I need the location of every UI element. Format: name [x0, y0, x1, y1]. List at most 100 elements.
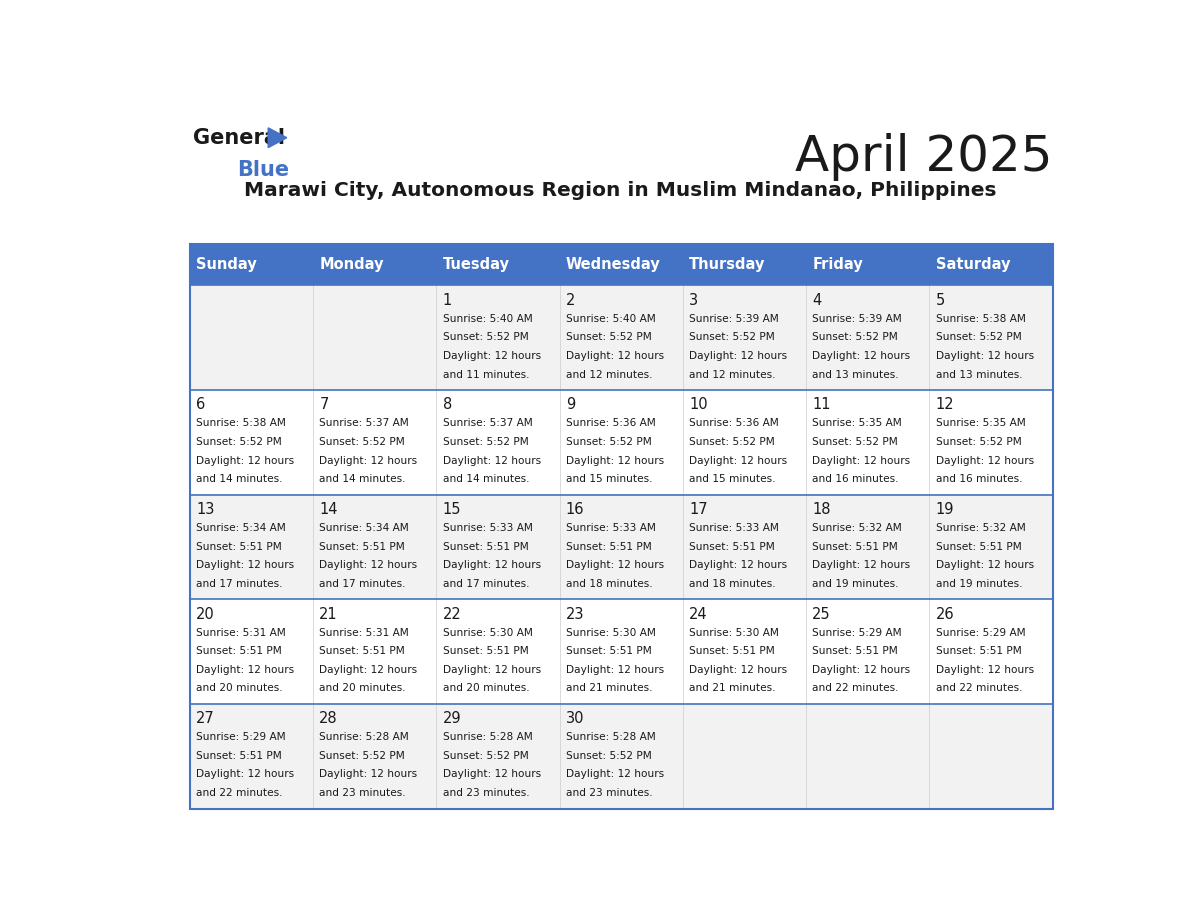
Text: 13: 13 — [196, 502, 215, 517]
Text: and 22 minutes.: and 22 minutes. — [196, 788, 283, 798]
Text: 15: 15 — [443, 502, 461, 517]
Text: Sunrise: 5:34 AM: Sunrise: 5:34 AM — [196, 523, 286, 533]
Text: Sunrise: 5:35 AM: Sunrise: 5:35 AM — [935, 419, 1025, 429]
Bar — [190, 244, 1053, 809]
Bar — [190, 285, 1053, 390]
Text: 9: 9 — [565, 397, 575, 412]
Text: Daylight: 12 hours: Daylight: 12 hours — [443, 769, 541, 779]
Text: Sunset: 5:52 PM: Sunset: 5:52 PM — [689, 332, 775, 342]
Text: Sunrise: 5:37 AM: Sunrise: 5:37 AM — [320, 419, 409, 429]
Text: Sunset: 5:51 PM: Sunset: 5:51 PM — [813, 542, 898, 552]
Text: Sunrise: 5:29 AM: Sunrise: 5:29 AM — [196, 733, 286, 742]
Text: and 11 minutes.: and 11 minutes. — [443, 370, 529, 379]
Text: Daylight: 12 hours: Daylight: 12 hours — [689, 665, 788, 675]
Text: Daylight: 12 hours: Daylight: 12 hours — [935, 455, 1034, 465]
Text: Sunrise: 5:40 AM: Sunrise: 5:40 AM — [565, 314, 656, 324]
Text: and 18 minutes.: and 18 minutes. — [565, 579, 652, 588]
Text: and 12 minutes.: and 12 minutes. — [565, 370, 652, 379]
Text: 24: 24 — [689, 607, 708, 621]
Text: Marawi City, Autonomous Region in Muslim Mindanao, Philippines: Marawi City, Autonomous Region in Muslim… — [244, 181, 997, 200]
Text: Sunset: 5:52 PM: Sunset: 5:52 PM — [443, 332, 529, 342]
Text: 1: 1 — [443, 293, 451, 308]
Text: Friday: Friday — [813, 257, 862, 273]
Text: Sunrise: 5:38 AM: Sunrise: 5:38 AM — [935, 314, 1025, 324]
Bar — [190, 244, 1053, 285]
Text: and 20 minutes.: and 20 minutes. — [320, 683, 406, 693]
Text: Daylight: 12 hours: Daylight: 12 hours — [813, 560, 910, 570]
Text: and 15 minutes.: and 15 minutes. — [689, 475, 776, 484]
Text: Sunset: 5:51 PM: Sunset: 5:51 PM — [935, 542, 1022, 552]
Text: 11: 11 — [813, 397, 830, 412]
Text: and 23 minutes.: and 23 minutes. — [565, 788, 652, 798]
Text: Monday: Monday — [320, 257, 384, 273]
Text: Sunset: 5:51 PM: Sunset: 5:51 PM — [196, 542, 282, 552]
Text: Sunset: 5:52 PM: Sunset: 5:52 PM — [443, 437, 529, 447]
Text: and 18 minutes.: and 18 minutes. — [689, 579, 776, 588]
Text: Sunrise: 5:33 AM: Sunrise: 5:33 AM — [443, 523, 532, 533]
Text: 16: 16 — [565, 502, 584, 517]
Text: Sunrise: 5:34 AM: Sunrise: 5:34 AM — [320, 523, 409, 533]
Text: and 13 minutes.: and 13 minutes. — [935, 370, 1022, 379]
Text: 4: 4 — [813, 293, 822, 308]
Text: Sunrise: 5:37 AM: Sunrise: 5:37 AM — [443, 419, 532, 429]
Text: 3: 3 — [689, 293, 699, 308]
Text: Sunrise: 5:39 AM: Sunrise: 5:39 AM — [813, 314, 902, 324]
Text: 19: 19 — [935, 502, 954, 517]
Text: Daylight: 12 hours: Daylight: 12 hours — [689, 560, 788, 570]
Text: and 16 minutes.: and 16 minutes. — [813, 475, 899, 484]
Text: Sunrise: 5:31 AM: Sunrise: 5:31 AM — [196, 628, 286, 638]
Text: Sunrise: 5:28 AM: Sunrise: 5:28 AM — [565, 733, 656, 742]
Text: 27: 27 — [196, 711, 215, 726]
Text: Daylight: 12 hours: Daylight: 12 hours — [320, 665, 417, 675]
Text: Daylight: 12 hours: Daylight: 12 hours — [565, 769, 664, 779]
Text: Sunrise: 5:30 AM: Sunrise: 5:30 AM — [565, 628, 656, 638]
Text: April 2025: April 2025 — [795, 133, 1053, 181]
Text: Daylight: 12 hours: Daylight: 12 hours — [565, 665, 664, 675]
Text: Daylight: 12 hours: Daylight: 12 hours — [565, 560, 664, 570]
Text: and 20 minutes.: and 20 minutes. — [196, 683, 283, 693]
Text: Sunset: 5:51 PM: Sunset: 5:51 PM — [689, 542, 775, 552]
Text: Sunrise: 5:36 AM: Sunrise: 5:36 AM — [565, 419, 656, 429]
Text: 14: 14 — [320, 502, 337, 517]
Text: 12: 12 — [935, 397, 954, 412]
Text: Daylight: 12 hours: Daylight: 12 hours — [443, 665, 541, 675]
Text: and 23 minutes.: and 23 minutes. — [443, 788, 529, 798]
Text: and 14 minutes.: and 14 minutes. — [443, 475, 529, 484]
Text: Sunrise: 5:28 AM: Sunrise: 5:28 AM — [320, 733, 409, 742]
Text: Daylight: 12 hours: Daylight: 12 hours — [320, 560, 417, 570]
Text: Sunrise: 5:29 AM: Sunrise: 5:29 AM — [813, 628, 902, 638]
Text: and 20 minutes.: and 20 minutes. — [443, 683, 529, 693]
Text: Sunrise: 5:32 AM: Sunrise: 5:32 AM — [935, 523, 1025, 533]
Text: 30: 30 — [565, 711, 584, 726]
Text: Daylight: 12 hours: Daylight: 12 hours — [196, 560, 295, 570]
Text: 6: 6 — [196, 397, 206, 412]
Text: Sunrise: 5:28 AM: Sunrise: 5:28 AM — [443, 733, 532, 742]
Text: Blue: Blue — [236, 160, 289, 180]
Bar — [190, 704, 1053, 809]
Text: Sunset: 5:51 PM: Sunset: 5:51 PM — [935, 646, 1022, 656]
Text: 29: 29 — [443, 711, 461, 726]
Text: Sunset: 5:52 PM: Sunset: 5:52 PM — [565, 751, 651, 761]
Text: 23: 23 — [565, 607, 584, 621]
Text: Sunset: 5:52 PM: Sunset: 5:52 PM — [565, 332, 651, 342]
Text: and 21 minutes.: and 21 minutes. — [689, 683, 776, 693]
Text: Sunrise: 5:33 AM: Sunrise: 5:33 AM — [565, 523, 656, 533]
Text: Sunrise: 5:40 AM: Sunrise: 5:40 AM — [443, 314, 532, 324]
Text: Daylight: 12 hours: Daylight: 12 hours — [935, 351, 1034, 361]
Text: Sunset: 5:52 PM: Sunset: 5:52 PM — [196, 437, 282, 447]
Text: Sunset: 5:51 PM: Sunset: 5:51 PM — [813, 646, 898, 656]
Polygon shape — [268, 128, 286, 148]
Text: Sunrise: 5:38 AM: Sunrise: 5:38 AM — [196, 419, 286, 429]
Text: 10: 10 — [689, 397, 708, 412]
Text: Sunset: 5:51 PM: Sunset: 5:51 PM — [443, 542, 529, 552]
Text: Daylight: 12 hours: Daylight: 12 hours — [443, 455, 541, 465]
Text: Sunrise: 5:31 AM: Sunrise: 5:31 AM — [320, 628, 409, 638]
Text: 21: 21 — [320, 607, 337, 621]
Text: Sunrise: 5:35 AM: Sunrise: 5:35 AM — [813, 419, 902, 429]
Text: Daylight: 12 hours: Daylight: 12 hours — [935, 665, 1034, 675]
Bar — [190, 599, 1053, 704]
Text: 2: 2 — [565, 293, 575, 308]
Text: Sunset: 5:51 PM: Sunset: 5:51 PM — [565, 542, 651, 552]
Text: Sunset: 5:51 PM: Sunset: 5:51 PM — [689, 646, 775, 656]
Text: Sunset: 5:51 PM: Sunset: 5:51 PM — [320, 542, 405, 552]
